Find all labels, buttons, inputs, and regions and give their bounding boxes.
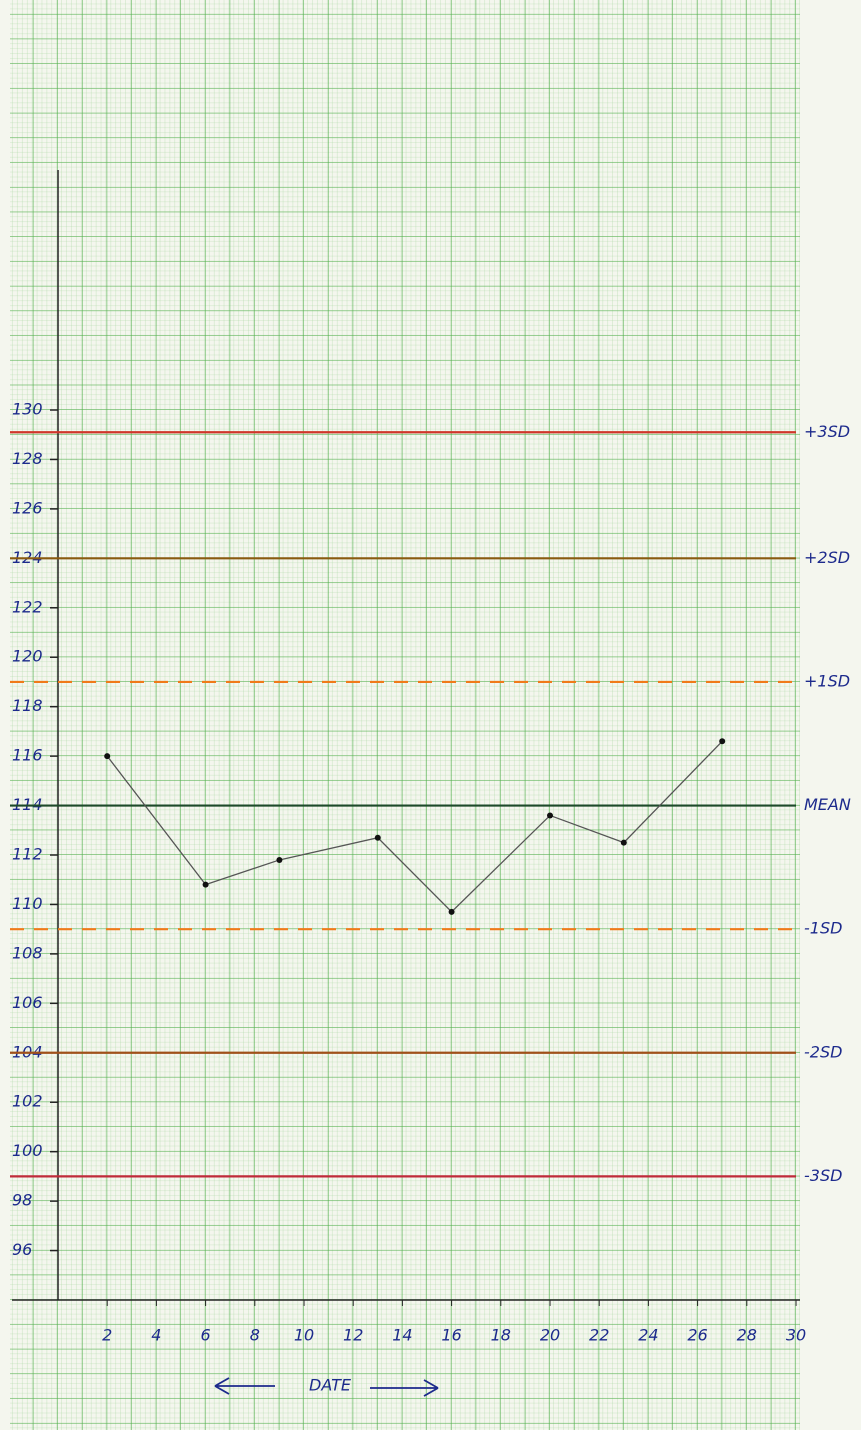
y-tick-label: 128 bbox=[12, 449, 43, 468]
control-line-label: MEAN bbox=[804, 795, 851, 814]
y-tick-label: 120 bbox=[12, 647, 43, 666]
data-point bbox=[104, 753, 111, 760]
data-line bbox=[106, 740, 723, 913]
y-tick-label: 100 bbox=[12, 1141, 43, 1160]
x-tick-label: 4 bbox=[151, 1326, 161, 1345]
x-tick-label: 6 bbox=[201, 1326, 211, 1345]
x-tick-label: 28 bbox=[737, 1326, 757, 1345]
y-tick-label: 98 bbox=[12, 1191, 32, 1210]
data-point bbox=[202, 881, 209, 888]
data-point bbox=[719, 738, 726, 745]
x-tick-label: 18 bbox=[491, 1326, 511, 1345]
x-axis-label: DATE bbox=[309, 1376, 352, 1395]
x-tick-label: 16 bbox=[441, 1326, 461, 1345]
x-tick-label: 12 bbox=[343, 1326, 363, 1345]
date-arrows bbox=[214, 1377, 439, 1397]
x-tick-label: 30 bbox=[786, 1326, 806, 1345]
data-point bbox=[547, 812, 553, 819]
control-line-label: -2SD bbox=[804, 1042, 842, 1061]
y-tick-label: 126 bbox=[12, 498, 43, 517]
x-tick-label: 2 bbox=[102, 1326, 112, 1345]
y-tick-label: 96 bbox=[12, 1240, 32, 1259]
graph-paper bbox=[10, 0, 800, 1430]
x-tick-label: 22 bbox=[589, 1326, 609, 1345]
control-line-label: +2SD bbox=[804, 548, 850, 567]
data-point bbox=[276, 856, 283, 863]
y-tick-label: 130 bbox=[12, 400, 43, 419]
x-tick-label: 24 bbox=[638, 1326, 658, 1345]
y-tick-label: 118 bbox=[12, 696, 43, 715]
data-point bbox=[448, 908, 455, 915]
x-tick-label: 20 bbox=[540, 1326, 560, 1345]
y-tick-label: 102 bbox=[12, 1092, 43, 1111]
y-tick-label: 112 bbox=[12, 845, 43, 864]
y-tick-label: 116 bbox=[12, 746, 43, 765]
control-line-label: -1SD bbox=[804, 919, 842, 938]
data-point bbox=[620, 839, 627, 846]
x-tick-label: 10 bbox=[294, 1326, 314, 1345]
y-tick-label: 106 bbox=[12, 993, 43, 1012]
data-point bbox=[374, 834, 381, 841]
x-tick-label: 14 bbox=[392, 1326, 412, 1345]
y-tick-label: 110 bbox=[12, 894, 43, 913]
x-tick-label: 26 bbox=[687, 1326, 707, 1345]
control-line-label: +1SD bbox=[804, 671, 850, 690]
x-tick-label: 8 bbox=[250, 1326, 260, 1345]
control-line-label: +3SD bbox=[804, 422, 850, 441]
y-tick-label: 108 bbox=[12, 943, 43, 962]
control-line-label: -3SD bbox=[804, 1166, 842, 1185]
y-tick-label: 122 bbox=[12, 597, 43, 616]
